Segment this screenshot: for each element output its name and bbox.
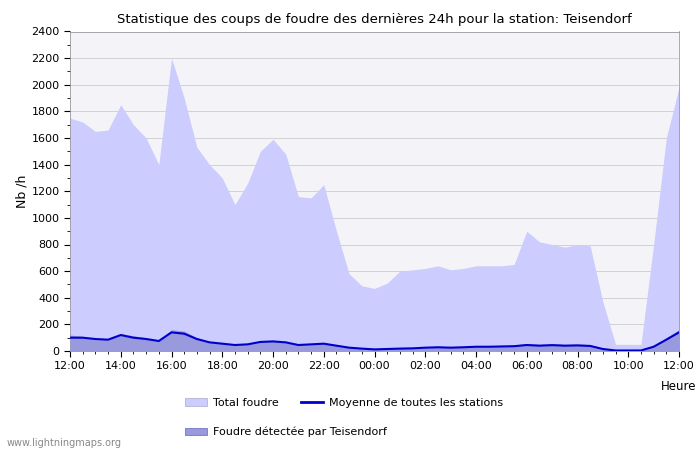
Text: www.lightningmaps.org: www.lightningmaps.org	[7, 438, 122, 448]
Text: Heure: Heure	[662, 380, 696, 393]
Y-axis label: Nb /h: Nb /h	[15, 175, 29, 208]
Legend: Foudre détectée par Teisendorf: Foudre détectée par Teisendorf	[186, 427, 387, 437]
Title: Statistique des coups de foudre des dernières 24h pour la station: Teisendorf: Statistique des coups de foudre des dern…	[117, 13, 632, 26]
